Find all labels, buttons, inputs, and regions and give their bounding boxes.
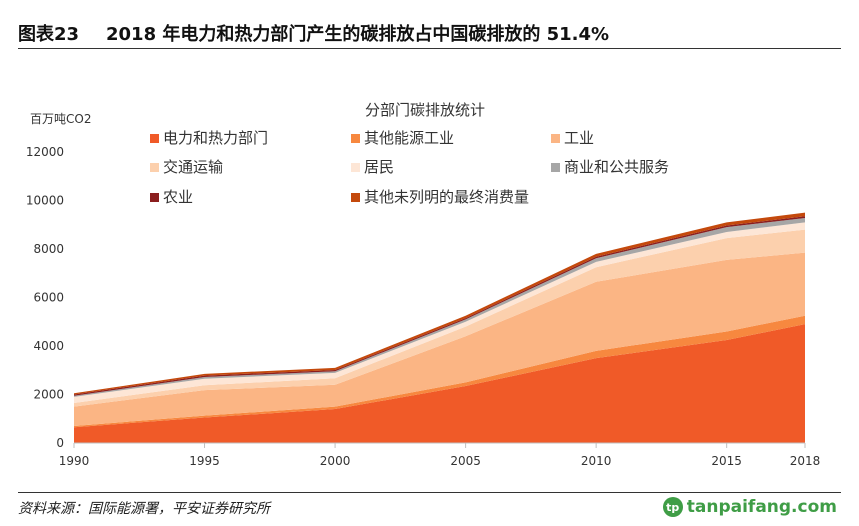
- x-tick-label-5: 2015: [711, 454, 742, 468]
- figure-label: 图表23: [18, 24, 80, 45]
- legend-swatch-3: [150, 163, 159, 172]
- legend-label-7: 其他未列明的最终消费量: [364, 188, 529, 206]
- leaf-logo-icon: tp: [662, 497, 683, 517]
- legend-swatch-0: [150, 134, 159, 143]
- legend-label-6: 农业: [163, 188, 193, 206]
- x-tick-label-6: 2018: [790, 454, 821, 468]
- legend-label-2: 工业: [564, 129, 594, 147]
- site-logo: tp tanpaifang.com: [662, 495, 837, 519]
- x-tick-label-4: 2010: [581, 454, 612, 468]
- figure-title: 2018 年电力和热力部门产生的碳排放占中国碳排放的 51.4%: [106, 24, 610, 45]
- x-tick-label-0: 1990: [59, 454, 90, 468]
- legend-label-4: 居民: [364, 158, 394, 176]
- legend-label-5: 商业和公共服务: [564, 158, 669, 176]
- legend-swatch-7: [351, 193, 360, 202]
- y-tick-label-2: 4000: [33, 339, 64, 353]
- area-series-2: [74, 252, 805, 427]
- area-layers: [74, 212, 805, 443]
- area-series-3: [74, 229, 805, 407]
- legend-swatch-4: [351, 163, 360, 172]
- legend-label-3: 交通运输: [163, 158, 223, 176]
- figure-footer: 资料来源：国际能源署，平安证券研究所 tp tanpaifang.com: [18, 492, 841, 521]
- legend-swatch-1: [351, 134, 360, 143]
- y-tick-label-3: 6000: [33, 291, 64, 305]
- chart-title: 分部门碳排放统计: [365, 101, 485, 119]
- legend-label-1: 其他能源工业: [364, 129, 454, 147]
- legend-label-0: 电力和热力部门: [163, 129, 268, 147]
- y-tick-label-1: 2000: [33, 388, 64, 402]
- source-note: 资料来源：国际能源署，平安证券研究所: [18, 501, 270, 517]
- y-tick-label-5: 10000: [26, 194, 64, 208]
- legend-swatch-5: [551, 163, 560, 172]
- area-series-0: [74, 324, 805, 443]
- figure-header: 图表23 2018 年电力和热力部门产生的碳排放占中国碳排放的 51.4%: [18, 12, 841, 49]
- y-axis-label: 百万吨CO2: [30, 112, 91, 126]
- y-tick-label-6: 12000: [26, 145, 64, 159]
- x-tick-label-1: 1995: [189, 454, 220, 468]
- axes: 0 2000 4000 6000 8000 10000 12000 1990 1995 2000 2…: [26, 145, 820, 468]
- y-tick-label-4: 8000: [33, 242, 64, 256]
- legend-swatch-6: [150, 193, 159, 202]
- legend-swatch-2: [551, 134, 560, 143]
- y-tick-label-0: 0: [56, 436, 64, 450]
- logo-text: tanpaifang.com: [686, 497, 837, 517]
- chart: 分部门碳排放统计 百万吨CO2 0 2000 4000 6000 8000 10000 12…: [26, 101, 820, 468]
- x-tick-label-2: 2000: [320, 454, 351, 468]
- x-tick-label-3: 2005: [450, 454, 481, 468]
